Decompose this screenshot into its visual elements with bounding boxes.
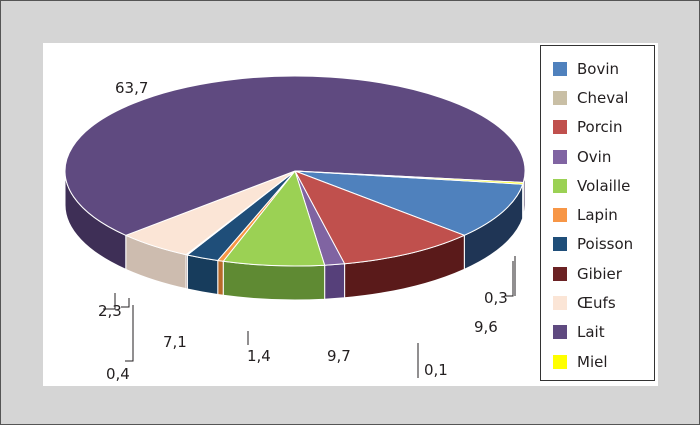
legend-item-10: Miel bbox=[541, 347, 654, 376]
legend-label: Œufs bbox=[577, 294, 616, 313]
legend-label: Cheval bbox=[577, 88, 629, 107]
pie-side-Poisson bbox=[186, 254, 219, 296]
legend-label: Porcin bbox=[577, 118, 623, 137]
pie-tops bbox=[64, 75, 526, 267]
legend-item-6: Poisson bbox=[541, 230, 654, 259]
legend-swatch bbox=[553, 90, 567, 105]
data-label-Volaille: 7,1 bbox=[163, 333, 187, 351]
data-label-Ovin: 1,4 bbox=[247, 347, 271, 365]
legend-label: Lait bbox=[577, 323, 605, 342]
legend-item-4: Volaille bbox=[541, 171, 654, 200]
leader-lines bbox=[103, 256, 516, 378]
legend-swatch bbox=[553, 296, 567, 311]
data-label-Lapin: 0,4 bbox=[106, 365, 130, 383]
pie-side-Miel bbox=[522, 182, 524, 219]
data-label-Lait: 63,7 bbox=[115, 79, 148, 97]
legend-swatch bbox=[553, 61, 567, 76]
legend-label: Gibier bbox=[577, 264, 622, 283]
data-labels: 9,69,71,47,10,42,30,15,363,70,30,1 bbox=[98, 79, 508, 383]
legend-swatch bbox=[553, 149, 567, 164]
legend-swatch bbox=[553, 237, 567, 252]
legend-swatch bbox=[553, 208, 567, 223]
data-label-Porcin: 9,7 bbox=[327, 347, 351, 365]
legend: Bovin Cheval Porcin Ovin Volaille Lapin Poisso… bbox=[540, 45, 655, 381]
legend-label: Miel bbox=[577, 352, 608, 371]
pie-slice-Bovin bbox=[294, 170, 524, 236]
legend-item-9: Lait bbox=[541, 318, 654, 347]
pie-chart: 9,69,71,47,10,42,30,15,363,70,30,1 bbox=[64, 75, 526, 383]
legend-label: Lapin bbox=[577, 206, 618, 225]
leader-extra bbox=[103, 293, 116, 310]
leader-Lapin bbox=[125, 305, 134, 362]
legend-item-8: Œufs bbox=[541, 288, 654, 317]
legend-item-1: Cheval bbox=[541, 83, 654, 112]
pie-side-Ovin bbox=[324, 263, 346, 300]
pie-side-Lapin bbox=[217, 259, 224, 296]
legend-item-0: Bovin bbox=[541, 54, 654, 83]
legend-swatch bbox=[553, 354, 567, 369]
legend-swatch bbox=[553, 266, 567, 281]
leader-Poisson bbox=[121, 298, 130, 308]
legend-label: Volaille bbox=[577, 176, 631, 195]
data-label-Poisson: 2,3 bbox=[98, 302, 122, 320]
leader-Bovin bbox=[506, 261, 514, 297]
pie-slice-Miel bbox=[294, 170, 524, 185]
pie-slice-Volaille bbox=[222, 169, 326, 267]
legend-label: Bovin bbox=[577, 59, 620, 78]
data-label-Bovin: 9,6 bbox=[474, 318, 498, 336]
pie-slice-Lait bbox=[64, 75, 526, 236]
legend-swatch bbox=[553, 325, 567, 340]
data-label-Miel: 0,3 bbox=[484, 289, 508, 307]
pie-side-Volaille bbox=[222, 260, 326, 301]
legend-item-3: Ovin bbox=[541, 142, 654, 171]
legend-item-7: Gibier bbox=[541, 259, 654, 288]
legend-label: Ovin bbox=[577, 147, 612, 166]
data-label-Gibier: 0,1 bbox=[424, 361, 448, 379]
legend-label: Poisson bbox=[577, 235, 634, 254]
pie-slice-Porcin bbox=[293, 170, 466, 265]
legend-item-5: Lapin bbox=[541, 200, 654, 229]
legend-swatch bbox=[553, 120, 567, 135]
legend-item-2: Porcin bbox=[541, 113, 654, 142]
legend-swatch bbox=[553, 178, 567, 193]
